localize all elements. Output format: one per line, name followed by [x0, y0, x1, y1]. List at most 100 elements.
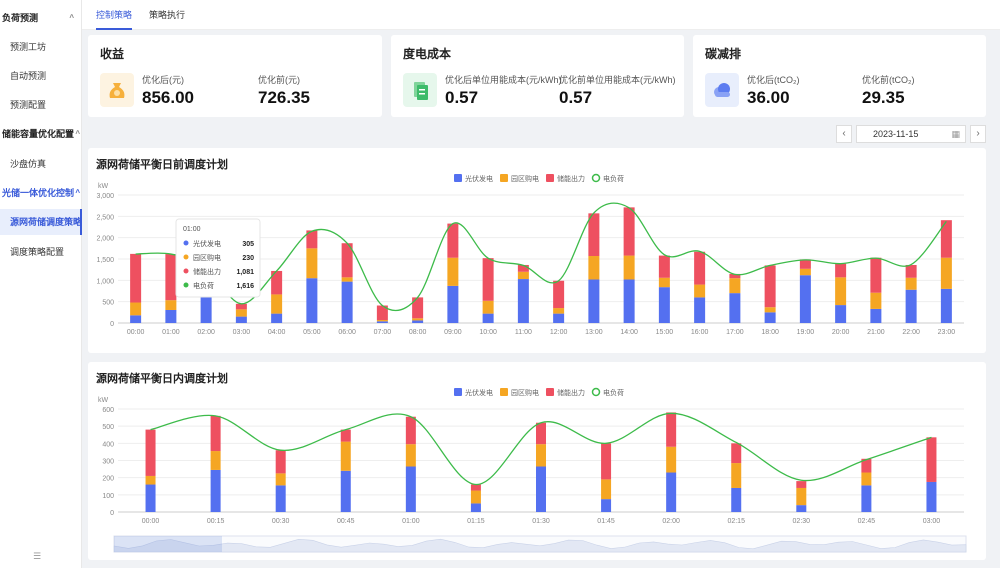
sidebar-item-dispatch-strategy[interactable]: 源网荷储调度策略: [0, 209, 82, 235]
bar-segment: [694, 284, 706, 298]
x-tick-label: 00:30: [272, 518, 290, 525]
slider-window: [114, 536, 222, 552]
bar-segment: [536, 422, 546, 445]
card-title: 收益: [100, 47, 125, 61]
sidebar-item-sandbox[interactable]: 沙盘仿真: [0, 157, 82, 171]
menu-group-load-forecast[interactable]: 负荷预测 ^: [0, 11, 82, 25]
x-tick-label: 01:15: [467, 518, 485, 525]
bar-segment: [658, 287, 670, 323]
tab-strategy-execution[interactable]: 策略执行: [149, 8, 185, 22]
legend-swatch: [500, 388, 508, 396]
legend-label: 电负荷: [603, 388, 624, 397]
bar-segment: [666, 446, 677, 473]
bar-segment: [470, 484, 481, 491]
legend-swatch: [546, 174, 554, 182]
bar-segment: [835, 305, 847, 323]
bar-segment: [517, 279, 529, 323]
x-tick-label: 21:00: [867, 329, 885, 336]
bar-segment: [861, 485, 872, 512]
bar-segment: [905, 264, 917, 278]
data-zoom-slider[interactable]: [113, 535, 967, 553]
bar-segment: [341, 281, 353, 323]
bar-segment: [306, 248, 318, 279]
y-tick-label: 100: [102, 493, 114, 500]
legend-swatch: [454, 174, 462, 182]
bar-segment: [940, 288, 952, 323]
menu-group-pv-storage-control[interactable]: 光储一体优化控制 ^: [0, 186, 82, 200]
next-date-button[interactable]: ›: [970, 125, 986, 143]
menu-label: 调度策略配置: [10, 247, 65, 257]
x-tick-label: 03:00: [923, 518, 941, 525]
x-tick-label: 02:45: [858, 518, 876, 525]
bar-segment: [412, 297, 424, 319]
tab-control-strategy[interactable]: 控制策略: [96, 8, 133, 30]
menu-label: 储能容量优化配置: [2, 129, 75, 139]
sidebar-item-forecast-workshop[interactable]: 预测工坊: [0, 40, 82, 54]
x-tick-label: 04:00: [268, 329, 286, 336]
metric-label: 优化前单位用能成本(元/kWh): [559, 75, 676, 85]
y-tick-label: 600: [102, 407, 114, 414]
x-tick-label: 19:00: [797, 329, 815, 336]
intraday-chart-panel: 源网荷储平衡日内调度计划 光伏发电 园区购电 储能出力 电负荷 kW 0 100 200 300…: [88, 362, 986, 560]
bar-segment: [536, 466, 546, 512]
metric-label: 优化后单位用能成本(元/kWh): [445, 75, 562, 85]
bar-segment: [870, 257, 882, 293]
x-tick-label: 01:45: [597, 518, 615, 525]
bar-segment: [694, 297, 706, 323]
y-tick-label: 0: [110, 510, 114, 517]
cost-card: 度电成本 优化后单位用能成本(元/kWh) 0.57 优化前单位用能成本(元/k…: [391, 35, 684, 117]
bar-segment: [376, 305, 388, 321]
bar-segment: [210, 469, 221, 512]
x-tick-label: 02:15: [727, 518, 745, 525]
menu-group-storage-capacity[interactable]: 储能容量优化配置 ^: [0, 127, 82, 141]
bar-segment: [412, 320, 424, 323]
bar-segment: [412, 318, 424, 321]
legend-swatch: [500, 174, 508, 182]
x-tick-label: 01:30: [532, 518, 550, 525]
bar-segment: [447, 223, 459, 258]
bar-segment: [271, 313, 283, 323]
x-tick-label: 10:00: [479, 329, 497, 336]
metric-value: 0.57: [445, 88, 479, 107]
bar-segment: [861, 458, 872, 473]
tab-bar: 控制策略 策略执行: [82, 0, 1000, 30]
bar-segment: [306, 278, 318, 323]
prev-date-button[interactable]: ‹: [836, 125, 852, 143]
x-tick-label: 02:00: [662, 518, 680, 525]
collapse-icon[interactable]: ☰: [33, 551, 42, 561]
bar-segment: [731, 463, 742, 488]
bar-segment: [796, 481, 807, 488]
bar-segment: [517, 271, 529, 280]
sidebar-item-forecast-config[interactable]: 预测配置: [0, 98, 82, 112]
chart-title: 源网荷储平衡日内调度计划: [96, 373, 228, 385]
metric-value: 29.35: [862, 88, 905, 107]
y-axis-unit: kW: [98, 183, 109, 190]
tab-label: 策略执行: [149, 10, 186, 20]
bar-segment: [601, 499, 612, 512]
bar-segment: [905, 289, 917, 323]
metric-label: 优化后(元): [142, 75, 184, 85]
legend-label: 光伏发电: [465, 388, 493, 397]
sidebar-item-auto-forecast[interactable]: 自动预测: [0, 69, 82, 83]
date-input[interactable]: 2023-11-15 ▦: [856, 125, 966, 143]
x-tick-label: 00:00: [127, 329, 145, 336]
x-tick-label: 01:00: [402, 518, 420, 525]
bar-segment: [405, 416, 416, 445]
bar-segment: [861, 472, 872, 486]
menu-label: 预测配置: [10, 100, 47, 110]
bar-segment: [623, 207, 635, 256]
money-bag-icon: [100, 73, 134, 107]
bar-segment: [340, 441, 351, 471]
bar-segment: [470, 490, 481, 504]
cloud-icon: [705, 73, 739, 107]
bar-segment: [235, 309, 247, 317]
bar-segment: [341, 277, 353, 282]
metric-value: 856.00: [142, 88, 194, 107]
legend-label: 园区购电: [511, 388, 539, 397]
menu-label: 自动预测: [10, 71, 47, 81]
x-tick-label: 11:00: [515, 329, 532, 336]
sidebar-item-dispatch-config[interactable]: 调度策略配置: [0, 245, 82, 259]
bar-segment: [588, 213, 600, 257]
chart-title: 源网荷储平衡日前调度计划: [96, 159, 228, 171]
bar-segment: [447, 285, 459, 323]
